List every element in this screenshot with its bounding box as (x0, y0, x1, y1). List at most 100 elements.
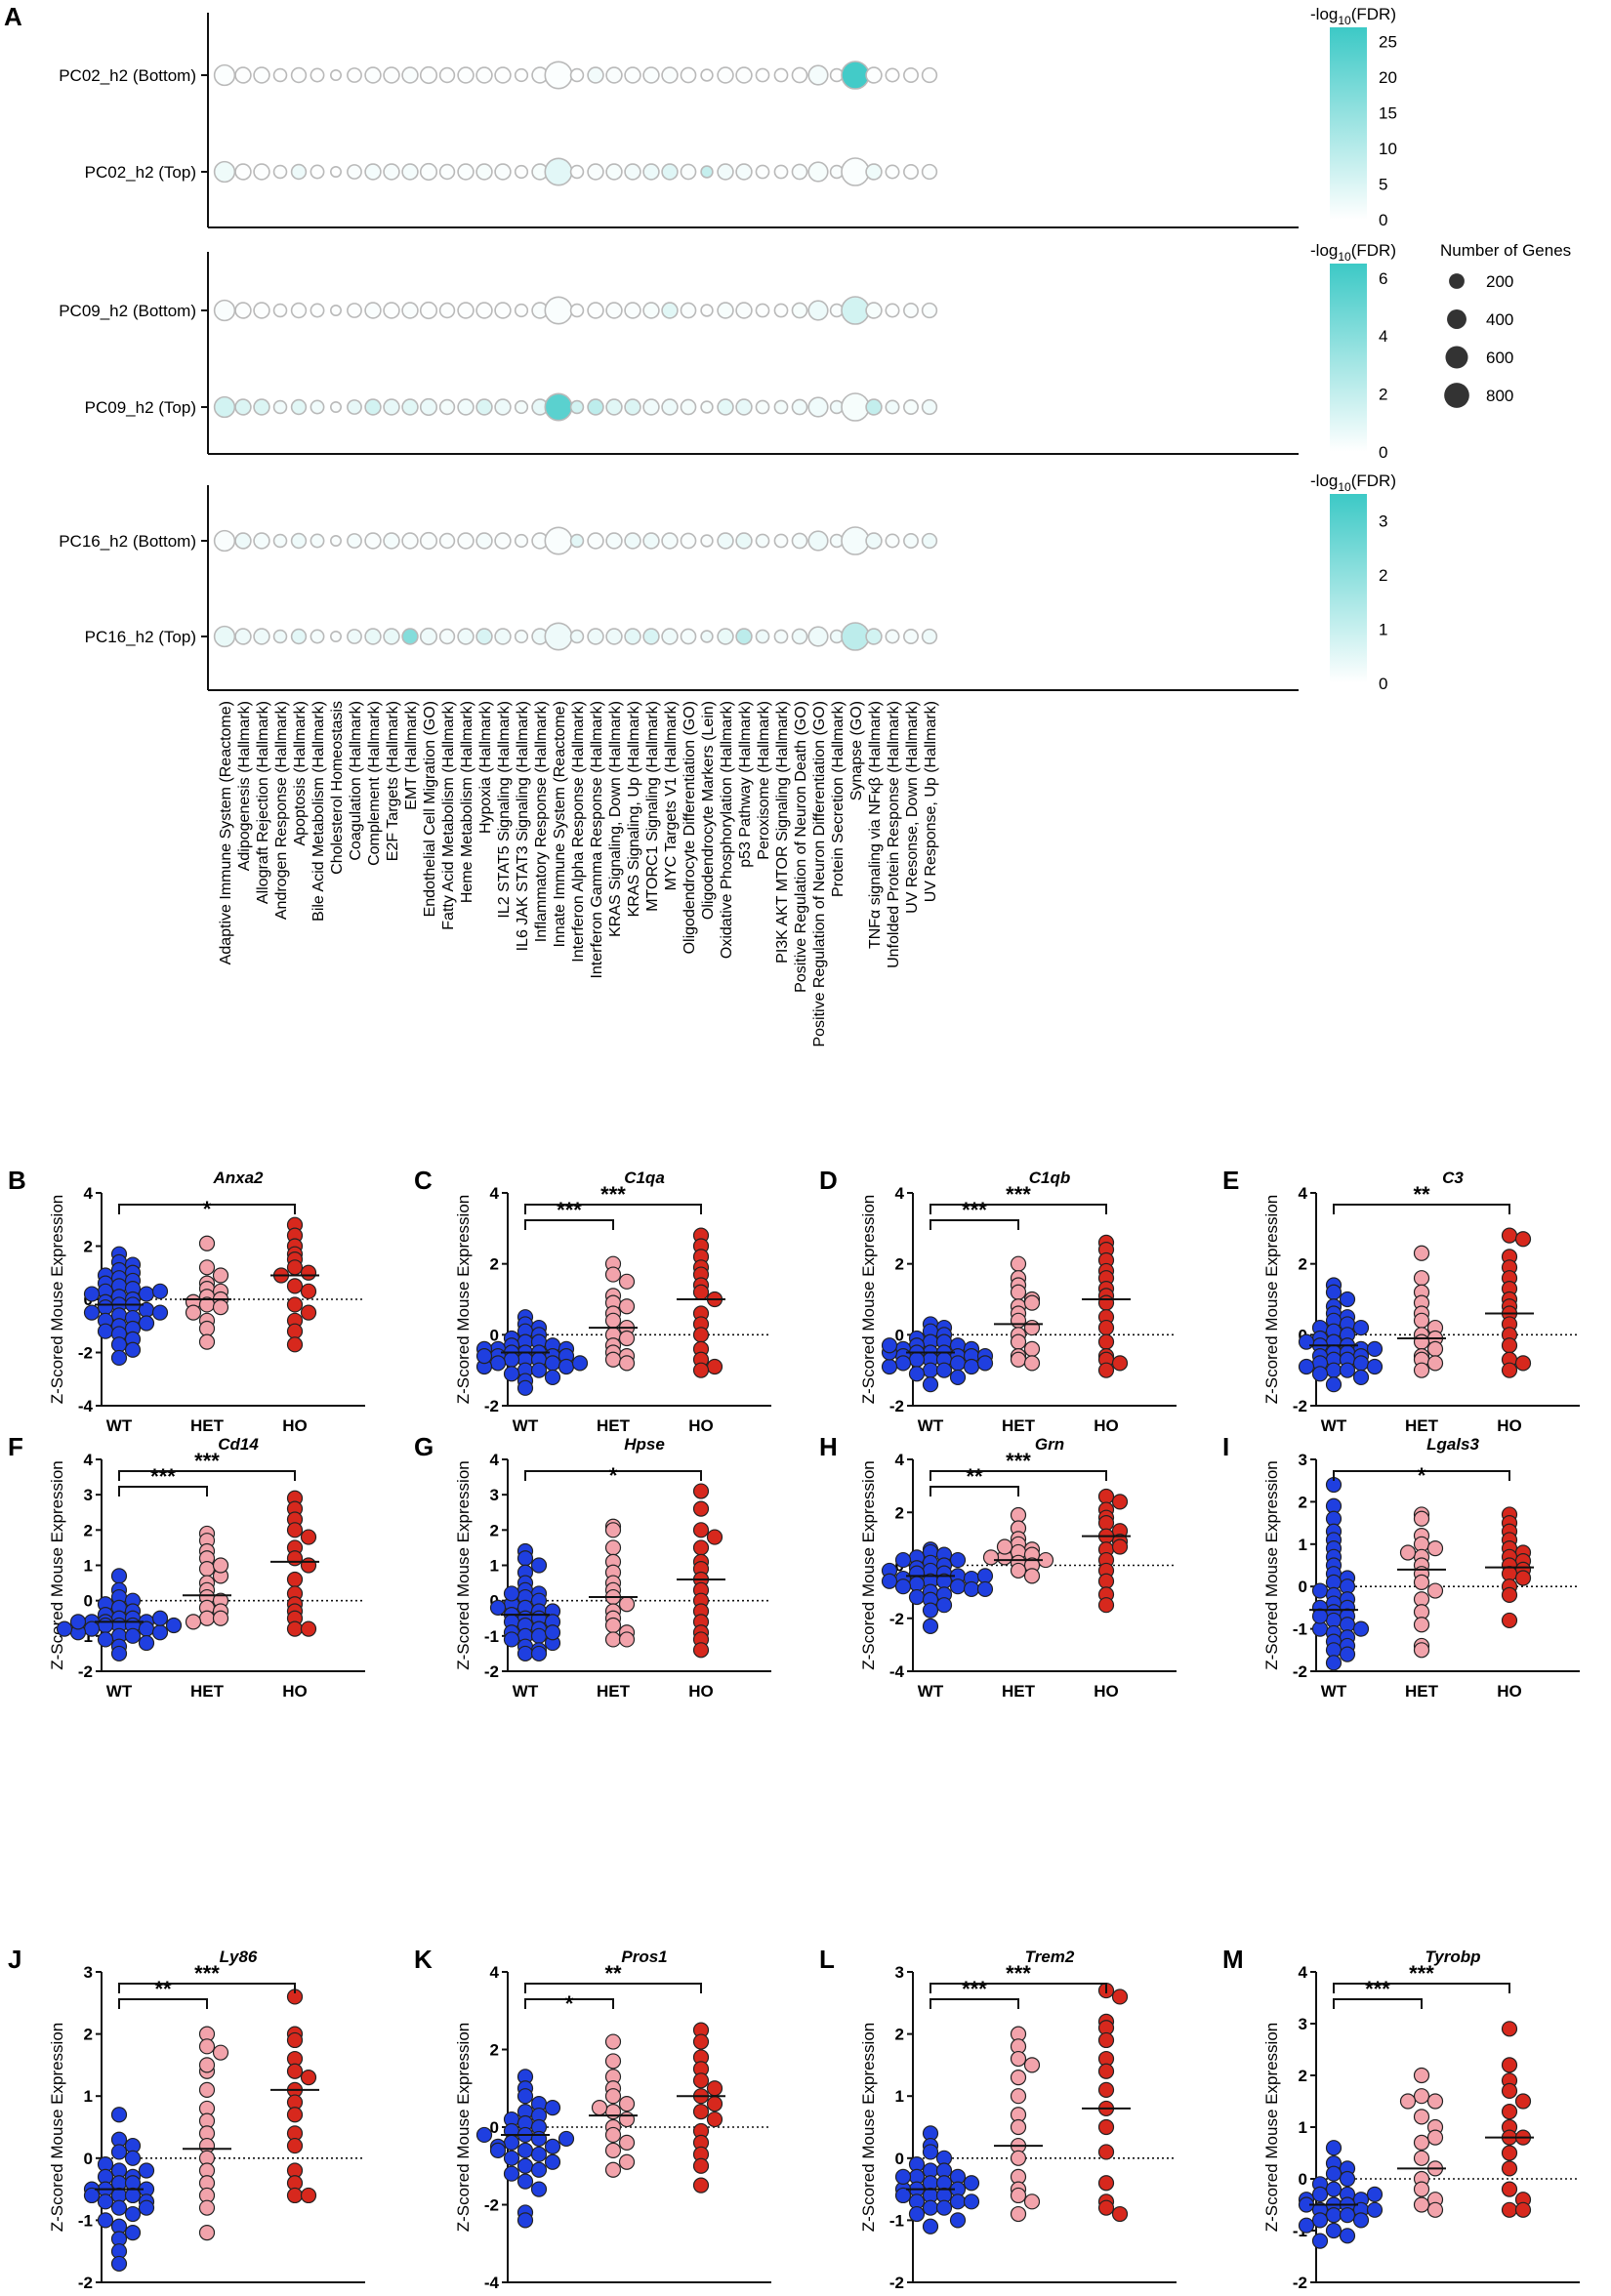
data-point (976, 1568, 994, 1584)
data-point (138, 1634, 155, 1652)
gene-title: C3 (1442, 1168, 1464, 1187)
data-point (138, 2199, 155, 2216)
bubble (364, 532, 382, 550)
panel-letter: C (414, 1166, 433, 1195)
bubble (457, 302, 475, 319)
significance-label: *** (1006, 1449, 1031, 1473)
data-point (908, 1576, 926, 1592)
data-point (1097, 1514, 1115, 1532)
bubble (587, 628, 604, 645)
bubble (253, 302, 270, 319)
data-point (1097, 1573, 1115, 1589)
row-label: PC09_h2 (Top) (85, 398, 196, 417)
data-point (604, 2161, 622, 2178)
data-point (1023, 2194, 1041, 2210)
data-point (1097, 1362, 1115, 1378)
data-point (935, 2199, 953, 2216)
data-point (963, 1358, 980, 1375)
y-tick-label: -2 (1293, 1662, 1307, 1681)
bubble (569, 629, 585, 644)
data-point (618, 1298, 636, 1315)
bubble (865, 628, 883, 645)
bubble (661, 628, 679, 645)
category-label: Allograft Rejection (Hallmark) (255, 701, 271, 904)
data-point (198, 1259, 216, 1276)
data-point (530, 1557, 548, 1574)
category-label: Apoptosis (Hallmark) (292, 701, 309, 845)
y-tick-label: 4 (490, 1963, 500, 1982)
bubble (921, 398, 938, 416)
data-point (1413, 2067, 1430, 2084)
y-tick-label: 1 (895, 2087, 904, 2106)
bubble (347, 303, 362, 318)
panel-letter: B (8, 1166, 26, 1195)
data-point (1311, 2186, 1329, 2202)
data-point (1399, 1544, 1417, 1561)
bubble (642, 302, 660, 319)
data-point (516, 2088, 534, 2105)
y-tick-label: 3 (1299, 1451, 1307, 1469)
group-label: HET (1002, 2293, 1036, 2296)
bubble (310, 629, 325, 644)
y-axis-label: Z-Scored Mouse Expression (454, 2023, 473, 2232)
bubble (587, 163, 604, 181)
data-point (976, 1355, 994, 1372)
bubble (773, 399, 789, 415)
colorbar-title: -log10(FDR) (1310, 472, 1396, 494)
y-tick-label: -2 (1293, 2274, 1307, 2292)
bubble (903, 629, 919, 644)
category-label: Bile Acid Metabolism (Hallmark) (310, 701, 327, 922)
data-point (198, 2081, 216, 2098)
bubble (310, 303, 325, 318)
y-tick-label: -2 (1293, 1397, 1307, 1415)
colorbar-tick: 0 (1379, 211, 1387, 229)
bubble (735, 398, 753, 416)
data-point (558, 1358, 575, 1375)
data-point (949, 2194, 967, 2210)
data-point (198, 2038, 216, 2055)
category-label: PI3K AKT MTOR Signaling (Hallmark) (774, 701, 791, 964)
colorbar-tick: 0 (1379, 443, 1387, 462)
data-point (604, 1351, 622, 1368)
data-point (618, 2096, 636, 2112)
data-point (300, 1283, 317, 1299)
data-point (1097, 1333, 1115, 1350)
y-tick-label: 3 (1299, 2015, 1307, 2033)
bubble (364, 163, 382, 181)
data-point (1501, 1586, 1518, 1603)
colorbar-title-rest: (FDR) (1351, 5, 1396, 23)
data-point (1010, 1284, 1027, 1300)
bubble (717, 532, 734, 550)
data-point (97, 2212, 114, 2229)
bubble (717, 163, 734, 181)
gene-title: Trem2 (1025, 1948, 1075, 1966)
data-point (692, 1642, 710, 1659)
colorbar-title-sub: 10 (1338, 250, 1351, 264)
data-point (530, 1627, 548, 1644)
data-point (151, 1610, 169, 1626)
data-point (692, 1500, 710, 1517)
data-point (1501, 1362, 1518, 1378)
bubble (213, 529, 236, 553)
y-tick-label: 2 (84, 1521, 93, 1539)
bubble (661, 163, 679, 181)
data-point (83, 1286, 101, 1302)
significance-bracket (524, 1219, 614, 1230)
data-point (530, 2130, 548, 2148)
y-tick-label: 1 (84, 2087, 93, 2106)
data-point (300, 1620, 317, 1637)
category-label: Interferon Alpha Response (Hallmark) (570, 701, 587, 963)
data-point (1097, 2031, 1115, 2049)
group-label: HET (597, 1416, 631, 1435)
bubble (438, 66, 456, 84)
group-label: HO (282, 2293, 308, 2296)
data-point (1298, 1333, 1315, 1350)
data-point (706, 2111, 723, 2128)
data-point (1339, 1291, 1356, 1308)
data-point (1501, 2145, 1518, 2161)
bubble (791, 66, 808, 84)
panel-c: -2 0 2 4 C C1qa Z-Scored Mouse Expression WT HET… (414, 1166, 771, 1435)
bubble (329, 400, 342, 413)
bubble (624, 163, 641, 181)
data-point (286, 1571, 304, 1588)
